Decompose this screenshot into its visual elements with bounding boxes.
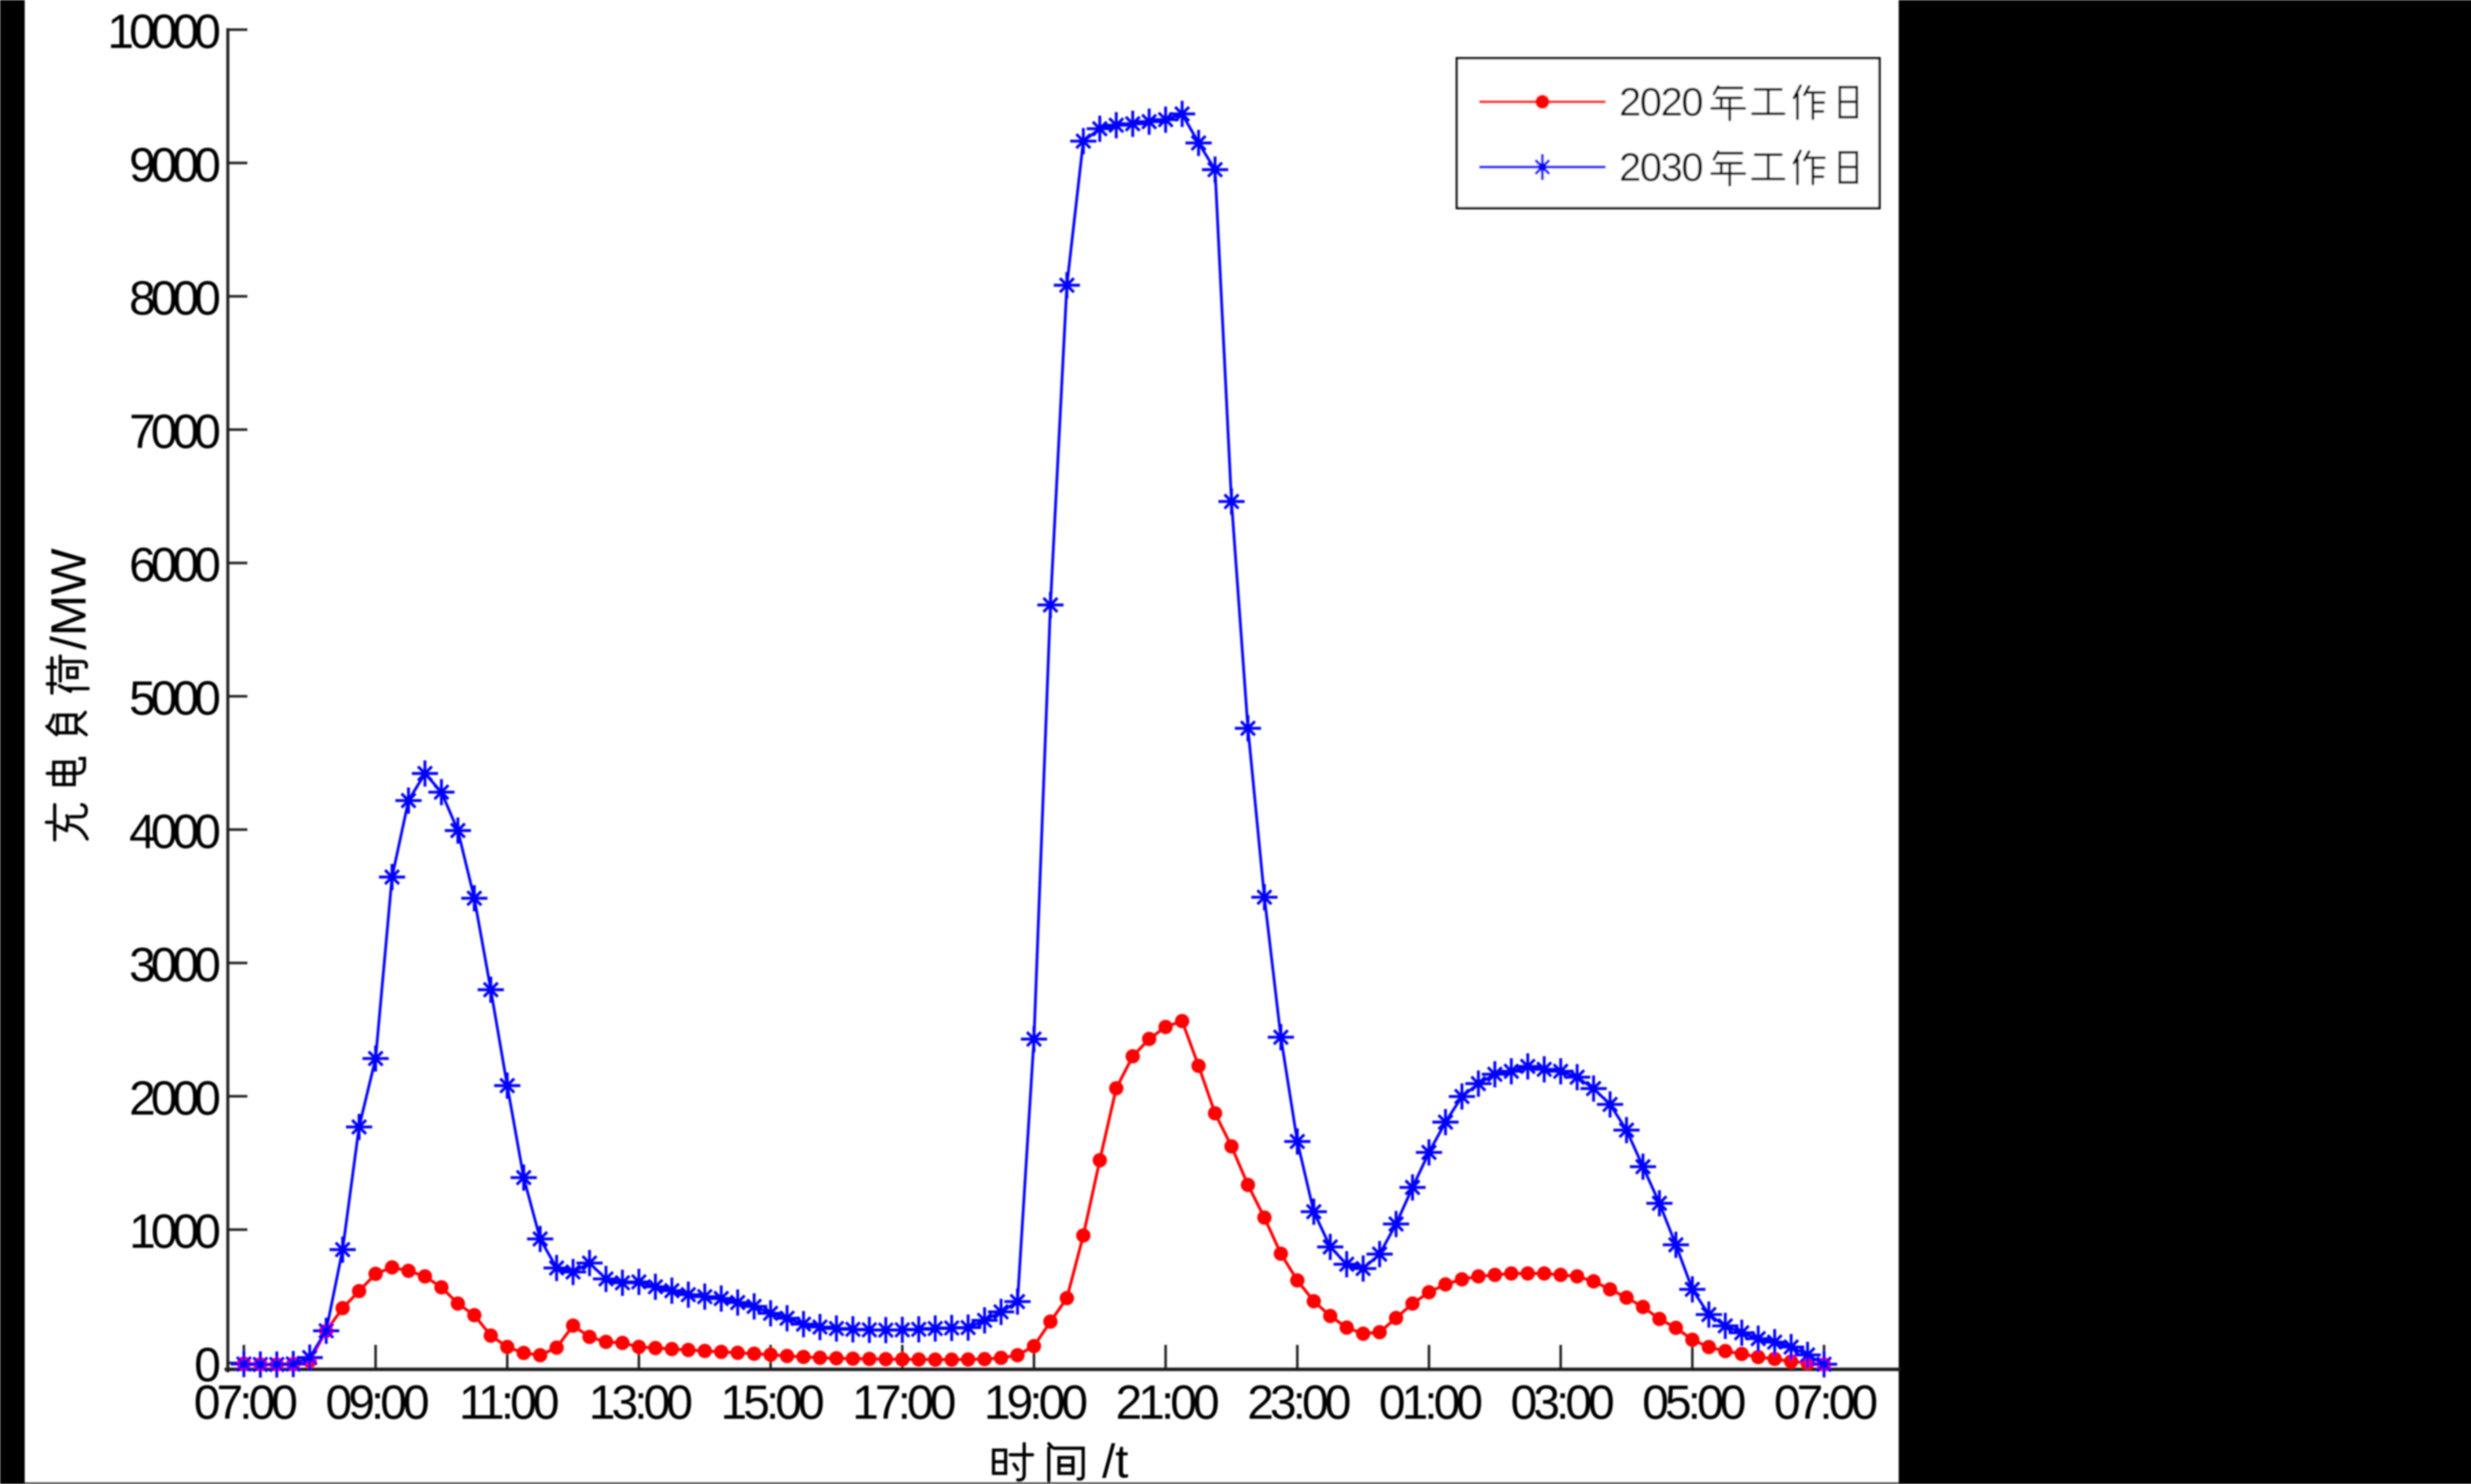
svg-text:9000: 9000 xyxy=(129,138,219,192)
svg-text:07:00: 07:00 xyxy=(194,1375,297,1429)
svg-text:21:00: 21:00 xyxy=(1115,1375,1218,1429)
svg-text:5000: 5000 xyxy=(129,671,219,725)
svg-text:/MW: /MW xyxy=(41,548,96,650)
svg-text:23:00: 23:00 xyxy=(1247,1375,1350,1429)
svg-text:2020: 2020 xyxy=(1619,80,1702,125)
svg-text:/t: /t xyxy=(1102,1435,1128,1484)
svg-text:11:00: 11:00 xyxy=(459,1375,558,1429)
svg-text:1000: 1000 xyxy=(129,1204,219,1258)
svg-text:10000: 10000 xyxy=(107,4,219,58)
svg-text:15:00: 15:00 xyxy=(721,1375,823,1429)
svg-text:05:00: 05:00 xyxy=(1642,1375,1745,1429)
svg-text:13:00: 13:00 xyxy=(589,1375,691,1429)
svg-text:2000: 2000 xyxy=(129,1071,219,1125)
svg-text:2030: 2030 xyxy=(1619,145,1702,190)
svg-text:03:00: 03:00 xyxy=(1511,1375,1614,1429)
svg-text:3000: 3000 xyxy=(129,938,219,992)
svg-text:6000: 6000 xyxy=(129,538,219,592)
svg-text:17:00: 17:00 xyxy=(852,1375,955,1429)
svg-text:4000: 4000 xyxy=(129,805,219,858)
svg-text:09:00: 09:00 xyxy=(326,1375,428,1429)
svg-text:7000: 7000 xyxy=(129,404,219,458)
svg-text:19:00: 19:00 xyxy=(984,1375,1087,1429)
svg-text:01:00: 01:00 xyxy=(1379,1375,1482,1429)
svg-text:07:00: 07:00 xyxy=(1774,1375,1877,1429)
svg-text:8000: 8000 xyxy=(129,271,219,325)
